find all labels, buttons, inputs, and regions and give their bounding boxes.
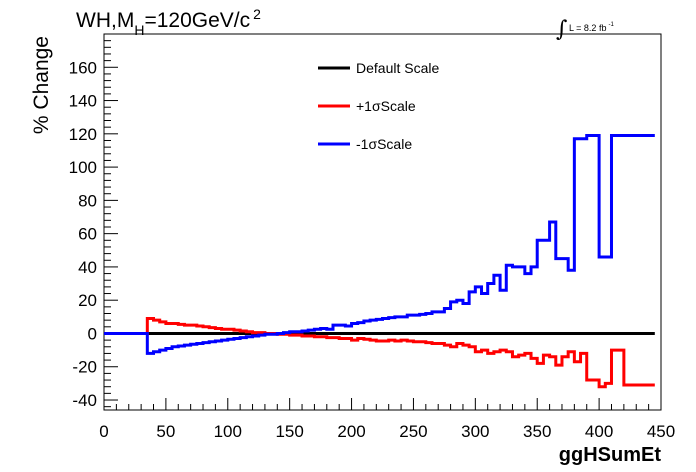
- x-tick-label: 250: [399, 422, 427, 441]
- y-tick-label: 160: [69, 58, 97, 77]
- y-tick-label: 0: [88, 324, 97, 343]
- y-axis: -40 -20 0 20 40 60 80 100 120 140 160: [69, 33, 118, 410]
- lumi-integral-icon: ∫: [556, 17, 568, 42]
- chart-title-main: WH,M: [76, 9, 134, 32]
- y-axis-title: % Change: [30, 36, 53, 134]
- series-line-2: [104, 133, 655, 355]
- chart-title-value: =120GeV/c: [144, 9, 250, 32]
- chart-title: WH,MH=120GeV/c 2: [76, 6, 261, 38]
- y-tick-label: 100: [69, 158, 97, 177]
- legend: Default Scale +1σScale -1σScale: [318, 60, 439, 152]
- x-tick-label: 200: [337, 422, 365, 441]
- x-tick-label: 50: [156, 422, 175, 441]
- legend-label: -1σScale: [356, 136, 412, 152]
- x-axis-title: ggHSumEt: [559, 444, 662, 466]
- x-tick-label: 300: [461, 422, 489, 441]
- y-tick-label: 140: [69, 92, 97, 111]
- x-axis: 0 50 100 150 200 250 300 350 400 450: [99, 398, 675, 441]
- series-layer: [104, 133, 655, 389]
- plot-frame: [103, 33, 662, 411]
- y-tick-label: 20: [78, 291, 97, 310]
- series-line-1: [104, 317, 655, 389]
- x-tick-label: 350: [523, 422, 551, 441]
- y-tick-label: -20: [72, 358, 97, 377]
- x-tick-label: 150: [275, 422, 303, 441]
- y-tick-label: 80: [78, 191, 97, 210]
- y-tick-label: 40: [78, 258, 97, 277]
- x-tick-label: 100: [214, 422, 242, 441]
- y-tick-label: 120: [69, 125, 97, 144]
- chart-title-subscript: H: [134, 22, 144, 38]
- x-tick-label: 400: [585, 422, 613, 441]
- chart-title-superscript: 2: [253, 6, 261, 22]
- x-tick-label: 0: [99, 422, 108, 441]
- legend-label: +1σScale: [356, 98, 416, 114]
- legend-label: Default Scale: [356, 60, 439, 76]
- lumi-label-text: L = 8.2 fb: [569, 23, 606, 33]
- y-tick-label: -40: [72, 391, 97, 410]
- lumi-label-superscript: -1: [608, 22, 614, 28]
- x-tick-label: 450: [647, 422, 675, 441]
- lumi-label: L = 8.2 fb -1: [569, 22, 614, 33]
- y-tick-label: 60: [78, 225, 97, 244]
